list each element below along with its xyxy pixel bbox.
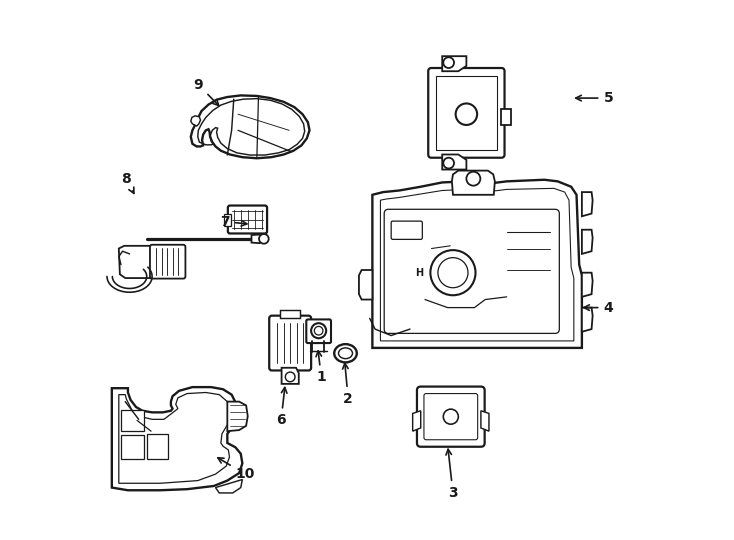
Polygon shape [501, 109, 511, 125]
Circle shape [466, 172, 480, 186]
Circle shape [314, 326, 323, 335]
Polygon shape [252, 234, 262, 243]
Text: 2: 2 [343, 363, 353, 406]
FancyBboxPatch shape [228, 206, 267, 233]
Polygon shape [442, 56, 466, 71]
FancyBboxPatch shape [269, 316, 311, 370]
Text: 10: 10 [218, 458, 255, 481]
Ellipse shape [338, 348, 352, 359]
Circle shape [259, 234, 269, 244]
Polygon shape [191, 116, 200, 126]
Text: 5: 5 [575, 91, 613, 105]
FancyBboxPatch shape [428, 68, 504, 158]
Polygon shape [442, 154, 466, 170]
Text: 6: 6 [276, 387, 287, 428]
Polygon shape [372, 180, 582, 348]
Polygon shape [216, 480, 242, 493]
Polygon shape [582, 308, 592, 332]
FancyBboxPatch shape [391, 221, 422, 239]
Polygon shape [121, 435, 144, 459]
Polygon shape [413, 411, 421, 431]
Polygon shape [147, 434, 168, 459]
Polygon shape [282, 368, 299, 384]
Polygon shape [582, 230, 592, 254]
Text: 9: 9 [194, 78, 219, 105]
Ellipse shape [334, 344, 357, 362]
Polygon shape [228, 402, 248, 431]
Circle shape [430, 250, 476, 295]
Polygon shape [280, 310, 300, 319]
Circle shape [311, 323, 326, 338]
Polygon shape [582, 192, 592, 217]
Circle shape [438, 258, 468, 288]
Circle shape [456, 104, 477, 125]
Text: 1: 1 [316, 351, 326, 384]
Polygon shape [582, 273, 592, 297]
Circle shape [443, 409, 458, 424]
Bar [224, 214, 231, 226]
Polygon shape [121, 410, 144, 431]
Polygon shape [359, 270, 372, 300]
FancyBboxPatch shape [417, 387, 484, 447]
FancyBboxPatch shape [306, 320, 331, 343]
Polygon shape [452, 171, 495, 195]
Circle shape [443, 158, 454, 168]
Bar [436, 76, 497, 150]
Text: 8: 8 [121, 172, 134, 193]
Text: H: H [415, 268, 424, 278]
Text: 7: 7 [220, 215, 247, 228]
Polygon shape [481, 411, 489, 431]
Polygon shape [191, 96, 310, 158]
FancyBboxPatch shape [150, 245, 186, 279]
Text: 3: 3 [446, 449, 458, 500]
Polygon shape [119, 246, 184, 278]
Text: 4: 4 [584, 301, 613, 315]
Circle shape [443, 57, 454, 68]
Polygon shape [112, 387, 242, 490]
Circle shape [286, 372, 295, 382]
